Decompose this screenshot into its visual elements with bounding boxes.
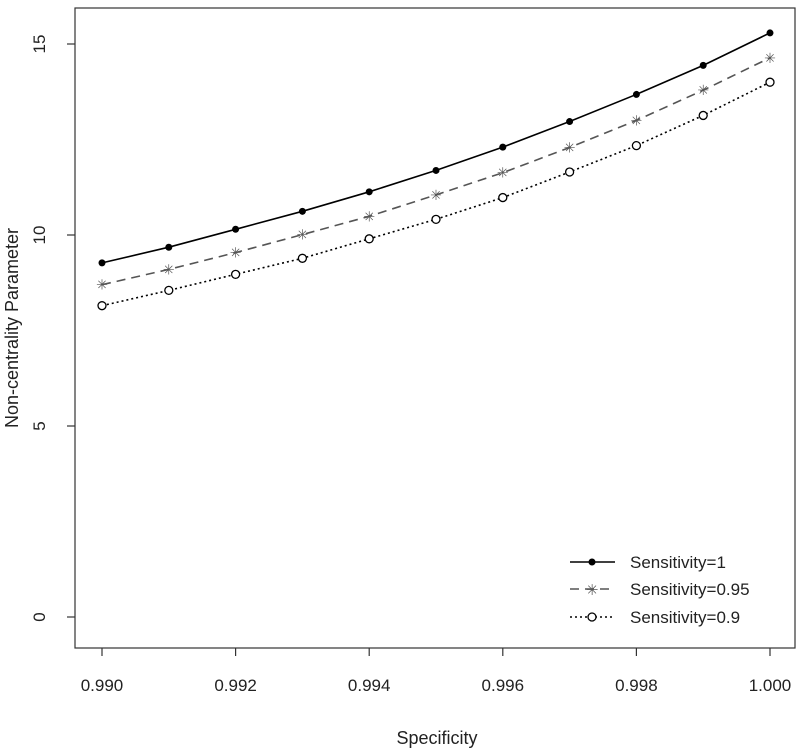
data-point-sensitivity-0-9 (230, 269, 241, 279)
legend-label-sensitivity-09: Sensitivity=0.9 (630, 608, 740, 627)
data-point-sensitivity-1 (298, 207, 306, 215)
legend-marker-sensitivity-1 (588, 558, 596, 566)
data-point-sensitivity-0-95: ✳ (363, 209, 375, 225)
data-point-sensitivity-1 (699, 61, 707, 69)
legend-label-sensitivity-095: Sensitivity=0.95 (630, 580, 750, 599)
data-point-sensitivity-0-9 (297, 253, 308, 263)
data-point-sensitivity-1 (566, 118, 574, 126)
legend: Sensitivity=1 ✳ Sensitivity=0.95 Sensiti… (570, 553, 750, 627)
data-point-sensitivity-0-95: ✳ (96, 278, 108, 294)
data-point-sensitivity-0-95: ✳ (163, 262, 175, 278)
data-point-sensitivity-0-9 (765, 77, 775, 87)
data-point-sensitivity-0-9 (164, 285, 174, 296)
x-tick-label: 0.992 (214, 676, 257, 695)
legend-marker-sensitivity-095: ✳ (586, 581, 599, 599)
plot-frame (74, 7, 796, 649)
legend-marker-sensitivity-09 (587, 612, 597, 622)
data-point-sensitivity-0-95: ✳ (497, 166, 509, 182)
x-axis-title: Specificity (396, 728, 477, 748)
data-point-sensitivity-1 (766, 29, 774, 37)
data-point-sensitivity-1 (632, 90, 640, 98)
x-tick-label: 1.000 (749, 676, 792, 695)
y-tick-label: 10 (30, 226, 49, 245)
x-tick-label: 0.990 (81, 676, 124, 695)
y-axis-title: Non-centrality Parameter (2, 228, 22, 428)
data-point-sensitivity-0-9 (698, 110, 708, 121)
data-point-sensitivity-1 (499, 143, 507, 151)
data-point-sensitivity-1 (165, 243, 173, 251)
data-point-sensitivity-0-95: ✳ (230, 246, 242, 262)
data-point-sensitivity-0-95: ✳ (764, 51, 776, 67)
x-tick-label: 0.998 (615, 676, 658, 695)
data-point-sensitivity-0-9 (498, 192, 508, 203)
legend-label-sensitivity-1: Sensitivity=1 (630, 553, 726, 572)
x-tick-label: 0.996 (482, 676, 525, 695)
y-tick-label: 15 (30, 35, 49, 54)
series-line-sensitivity-1 (101, 32, 771, 264)
data-point-sensitivity-1 (432, 166, 440, 174)
data-point-sensitivity-1 (232, 225, 240, 233)
data-point-sensitivity-1 (98, 259, 106, 267)
data-point-sensitivity-0-95: ✳ (297, 228, 309, 244)
y-tick-label: 5 (30, 421, 49, 430)
data-point-sensitivity-0-9 (431, 214, 441, 224)
y-tick-label: 0 (30, 612, 49, 621)
data-point-sensitivity-0-95: ✳ (631, 113, 643, 129)
x-tick-label: 0.994 (348, 676, 391, 695)
data-point-sensitivity-0-95: ✳ (564, 141, 576, 157)
data-point-sensitivity-0-95: ✳ (697, 83, 709, 99)
data-point-sensitivity-0-95: ✳ (430, 188, 442, 204)
data-point-sensitivity-0-9 (564, 167, 575, 177)
data-point-sensitivity-0-9 (97, 301, 107, 311)
data-point-sensitivity-0-9 (631, 140, 642, 151)
data-point-sensitivity-0-9 (364, 234, 374, 244)
data-point-sensitivity-1 (365, 188, 373, 196)
series-line-sensitivity-0-95 (101, 57, 771, 286)
